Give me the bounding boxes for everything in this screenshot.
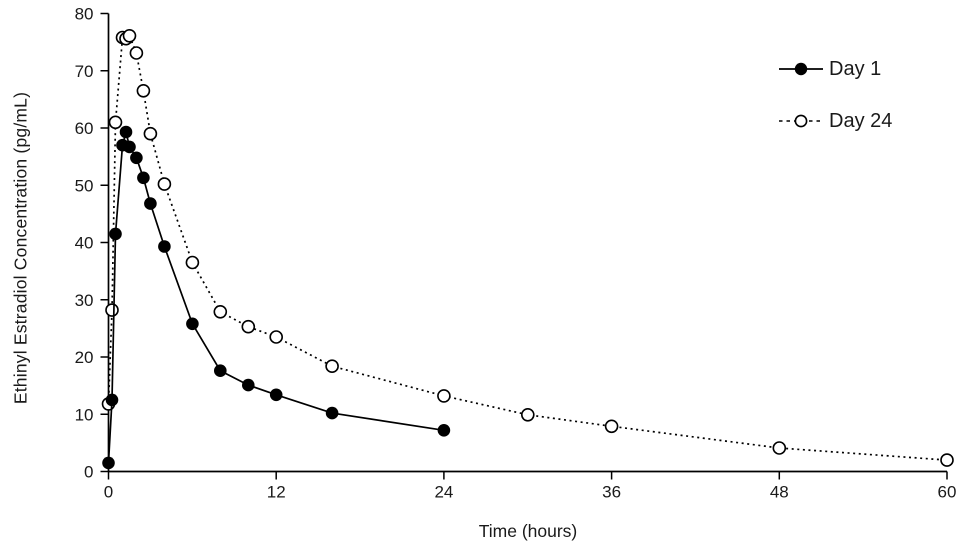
legend: Day 1 Day 24 xyxy=(778,56,892,134)
data-point xyxy=(157,177,172,191)
data-point xyxy=(269,330,284,344)
data-point xyxy=(213,304,228,319)
y-tick-label: 40 xyxy=(75,234,94,253)
x-tick-label: 36 xyxy=(602,483,621,502)
data-point xyxy=(122,28,137,43)
data-point xyxy=(185,255,200,270)
data-point xyxy=(130,151,143,165)
y-axis-title: Ethinyl Estradiol Concentration (pg/mL) xyxy=(10,91,31,405)
legend-entry-day24: Day 24 xyxy=(778,108,892,134)
y-tick-label: 0 xyxy=(84,463,93,482)
data-point xyxy=(325,406,339,420)
data-point xyxy=(105,303,119,317)
x-axis-ticks: 0 12 24 36 48 60 xyxy=(104,471,957,502)
data-point xyxy=(105,393,119,407)
data-point xyxy=(123,140,136,154)
x-tick-label: 60 xyxy=(938,483,957,502)
data-point xyxy=(241,319,256,334)
data-point xyxy=(137,171,150,185)
data-point xyxy=(437,389,451,403)
y-tick-label: 30 xyxy=(75,291,94,310)
data-point xyxy=(437,424,451,437)
data-point xyxy=(325,359,339,374)
data-point xyxy=(772,441,787,455)
legend-label-day24: Day 24 xyxy=(829,109,893,132)
y-tick-label: 20 xyxy=(75,348,94,367)
y-tick-label: 10 xyxy=(75,405,94,424)
day1-legend-marker-icon xyxy=(779,62,823,76)
y-tick-label: 50 xyxy=(75,176,94,195)
x-tick-label: 12 xyxy=(267,483,286,502)
data-point xyxy=(242,378,255,392)
y-axis-ticks: 0 10 20 30 40 50 60 70 80 xyxy=(75,5,109,482)
data-point xyxy=(129,46,144,60)
data-point xyxy=(108,115,123,130)
legend-label-day1: Day 1 xyxy=(829,57,882,80)
x-tick-label: 24 xyxy=(434,483,453,502)
data-point xyxy=(214,364,227,378)
series-day-1-line xyxy=(107,131,445,463)
data-point xyxy=(520,407,535,422)
data-point xyxy=(136,84,151,98)
data-point xyxy=(604,419,619,434)
x-tick-label: 48 xyxy=(770,483,789,502)
y-tick-label: 80 xyxy=(75,5,94,24)
data-point xyxy=(144,197,157,210)
data-point xyxy=(158,240,171,253)
day24-legend-marker-icon xyxy=(779,114,823,128)
x-tick-label: 0 xyxy=(104,483,113,502)
data-point xyxy=(143,126,158,141)
legend-entry-day1: Day 1 xyxy=(778,56,892,82)
data-point xyxy=(940,453,954,467)
y-tick-label: 70 xyxy=(75,62,94,81)
data-point xyxy=(186,317,199,331)
data-point xyxy=(119,125,133,139)
data-point xyxy=(269,388,283,402)
data-point xyxy=(109,227,122,241)
x-axis-title: Time (hours) xyxy=(478,521,578,541)
y-tick-label: 60 xyxy=(75,119,94,138)
series-day-1 xyxy=(102,125,451,470)
data-point xyxy=(102,456,115,470)
